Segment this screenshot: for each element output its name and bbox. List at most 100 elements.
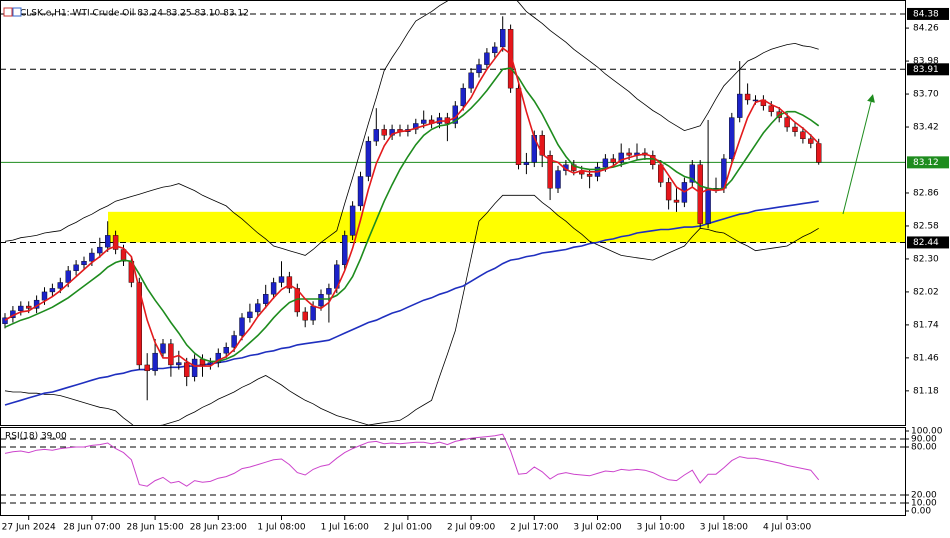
- y-tick-label: 20.00: [911, 491, 937, 501]
- candle-body: [413, 123, 419, 130]
- candle-body: [73, 264, 79, 271]
- y-tick-label: 81.18: [913, 386, 939, 396]
- rsi-panel: [1, 433, 905, 504]
- candle-body: [223, 347, 229, 354]
- candle-body: [81, 261, 87, 266]
- candle-body: [318, 294, 324, 307]
- candle-body: [326, 288, 332, 295]
- trend-arrow: [842, 94, 875, 215]
- candle-body: [104, 235, 111, 248]
- x-tick-label: 4 Jul 03:00: [763, 523, 812, 533]
- candle-body: [239, 317, 245, 336]
- y-tick-label: 81.46: [913, 353, 939, 363]
- candle-body: [286, 276, 293, 289]
- candle-body: [705, 188, 711, 224]
- level-label: 84.38: [913, 9, 939, 19]
- candle-body: [523, 162, 530, 165]
- y-tick-label: 0.00: [911, 507, 931, 517]
- level-label-box: [907, 236, 949, 249]
- level-label-box: [907, 156, 949, 169]
- candle-body: [255, 303, 261, 313]
- indicator-line: [4, 200, 819, 406]
- candle-body: [744, 93, 751, 101]
- candle-body: [231, 335, 237, 348]
- candle-body: [176, 362, 182, 366]
- candle-body: [120, 249, 127, 262]
- x-tick-label: 2 Jul 17:00: [510, 523, 559, 533]
- candle-body: [586, 173, 593, 177]
- candle-body: [2, 317, 8, 324]
- candle-body: [144, 364, 150, 372]
- candle-body: [421, 119, 427, 124]
- y-tick-label: 90.00: [911, 435, 937, 445]
- candle-body: [768, 105, 774, 112]
- candle-body: [381, 129, 387, 136]
- candle-body: [183, 362, 190, 377]
- level-label: 82.44: [913, 238, 939, 248]
- indicator-line: [4, 1, 819, 256]
- y-tick-label: 100.00: [911, 427, 943, 437]
- level-label: 83.91: [913, 65, 939, 75]
- price-panel: [1, 1, 905, 425]
- y-tick-label: 10.00: [911, 499, 937, 509]
- level-label-box: [907, 7, 949, 20]
- y-tick-label: 83.70: [913, 90, 939, 100]
- indicator-line: [4, 67, 820, 363]
- candle-body: [41, 291, 48, 301]
- candle-body: [752, 99, 759, 102]
- x-tick-label: 3 Jul 18:00: [700, 523, 749, 533]
- candle-body: [373, 129, 379, 142]
- candle-body: [97, 246, 103, 254]
- candle-body: [602, 158, 609, 168]
- candle-body: [729, 117, 735, 160]
- y-tick-label: 82.02: [913, 287, 939, 297]
- candle-body: [310, 305, 316, 321]
- candle-body: [547, 155, 553, 189]
- candle-body: [342, 235, 348, 266]
- candle-body: [492, 46, 498, 54]
- chart-title: CLSK.e,H1: WTI Crude Oil 83.24 83.25 83.…: [20, 9, 249, 19]
- candle-body: [539, 135, 545, 156]
- candle-body: [792, 126, 798, 132]
- price-frame: [0, 0, 906, 426]
- candle-body: [626, 152, 632, 156]
- candle-body: [673, 199, 680, 203]
- rsi-line: [4, 433, 820, 487]
- candle-body: [302, 311, 308, 321]
- candle-body: [484, 52, 490, 65]
- y-tick-label: 83.98: [913, 57, 939, 67]
- candle-body: [697, 164, 703, 224]
- candle-body: [507, 29, 514, 89]
- candle-body: [18, 305, 24, 311]
- indicator-line: [4, 46, 820, 367]
- candle-body: [152, 352, 158, 372]
- candle-body: [191, 358, 198, 377]
- candle-body: [357, 176, 364, 207]
- x-tick-label: 27 Jun 2024: [2, 523, 56, 533]
- y-tick-label: 80.00: [911, 443, 937, 453]
- candle-body: [618, 152, 624, 163]
- level-label-box: [907, 63, 949, 76]
- candle-body: [515, 87, 522, 165]
- candle-body: [665, 182, 672, 201]
- rsi-frame: [0, 427, 906, 516]
- candle-body: [263, 294, 269, 304]
- candle-body: [349, 205, 356, 236]
- y-tick-label: 82.58: [913, 221, 939, 231]
- y-tick-label: 84.26: [913, 24, 939, 34]
- window-icons: [3, 7, 22, 17]
- candle-body: [500, 29, 506, 48]
- candle-body: [689, 164, 695, 183]
- candle-body: [168, 343, 174, 366]
- level-label: 83.12: [913, 158, 939, 168]
- y-tick-label: 81.74: [913, 320, 939, 330]
- candle-body: [737, 93, 743, 118]
- candle-body: [136, 282, 143, 366]
- x-tick-label: 28 Jun 07:00: [63, 523, 120, 533]
- x-tick-label: 28 Jun 15:00: [127, 523, 184, 533]
- x-tick-label: 2 Jul 01:00: [384, 523, 433, 533]
- candle-body: [365, 140, 372, 177]
